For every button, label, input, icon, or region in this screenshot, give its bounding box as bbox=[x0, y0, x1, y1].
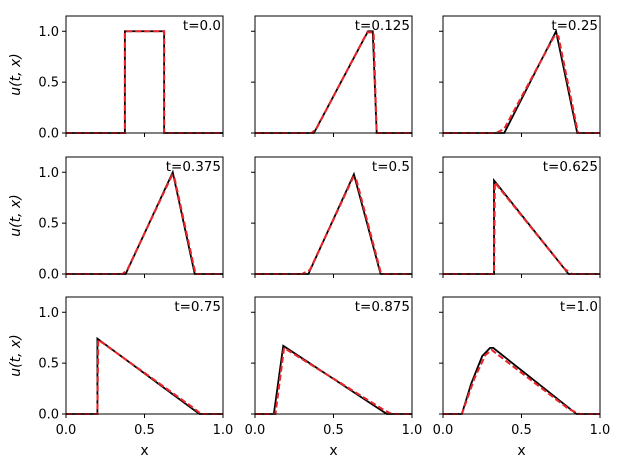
x-tick-label: 0.5 bbox=[134, 423, 155, 438]
time-label: t=1.0 bbox=[560, 299, 598, 315]
x-tick-label: 0.0 bbox=[56, 423, 77, 438]
exact-solution-line bbox=[255, 344, 412, 415]
subplot-2: t=0.125 bbox=[251, 15, 413, 137]
x-tick-label: 0.0 bbox=[433, 423, 454, 438]
subplot-4: 0.0 0.5 1.0 t=0.375 u(t, x) bbox=[8, 156, 224, 283]
approx-solution-line bbox=[255, 31, 412, 135]
subplot-7: 0.0 0.5 1.0 0.0 0.5 1.0 t=0.75 x u(t, x) bbox=[8, 296, 234, 459]
approx-solution-line bbox=[66, 30, 223, 135]
y-axis-label: u(t, x) bbox=[8, 334, 24, 376]
y-tick-label: 0.0 bbox=[38, 268, 59, 283]
x-tick-label: 1.0 bbox=[402, 423, 423, 438]
y-axis-label: u(t, x) bbox=[8, 53, 24, 95]
time-label: t=0.625 bbox=[543, 159, 598, 175]
x-axis-label: x bbox=[517, 443, 525, 459]
subplot-1: 0.0 0.5 1.0 t=0.0 u(t, x) bbox=[8, 15, 224, 142]
exact-solution-line bbox=[255, 171, 412, 275]
x-tick-label: 0.0 bbox=[245, 423, 266, 438]
approx-solution-line bbox=[66, 337, 223, 416]
exact-solution-line bbox=[66, 30, 223, 134]
subplot-9: 0.0 0.5 1.0 t=1.0 x bbox=[433, 296, 611, 459]
approx-solution-line bbox=[443, 348, 600, 416]
y-tick-label: 1.0 bbox=[38, 166, 59, 181]
exact-solution-line bbox=[443, 346, 600, 415]
exact-solution-line bbox=[66, 169, 223, 275]
approx-solution-line bbox=[66, 173, 223, 276]
time-label: t=0.75 bbox=[174, 299, 221, 315]
time-label: t=0.5 bbox=[372, 159, 410, 175]
time-label: t=0.375 bbox=[166, 159, 221, 175]
time-label: t=0.875 bbox=[355, 299, 410, 315]
x-tick-label: 1.0 bbox=[213, 423, 234, 438]
subplot-3: t=0.25 bbox=[439, 15, 601, 137]
x-axis-label: x bbox=[140, 443, 148, 459]
x-tick-label: 1.0 bbox=[590, 423, 611, 438]
time-label: t=0.125 bbox=[355, 18, 410, 34]
y-tick-label: 0.5 bbox=[38, 357, 59, 372]
exact-solution-line bbox=[255, 30, 412, 134]
subplot-8: 0.0 0.5 1.0 t=0.875 x bbox=[245, 296, 423, 459]
exact-solution-line bbox=[443, 28, 600, 134]
y-tick-label: 1.0 bbox=[38, 25, 59, 40]
subplot-6: t=0.625 bbox=[439, 156, 601, 278]
approx-solution-line bbox=[443, 32, 600, 135]
approx-solution-line bbox=[443, 179, 600, 276]
x-tick-label: 0.5 bbox=[323, 423, 344, 438]
y-tick-label: 0.0 bbox=[38, 408, 59, 423]
exact-solution-line bbox=[66, 336, 223, 415]
subplot-5: t=0.5 bbox=[251, 156, 413, 278]
y-tick-label: 0.0 bbox=[38, 127, 59, 142]
y-tick-label: 0.5 bbox=[38, 76, 59, 91]
y-axis-label: u(t, x) bbox=[8, 194, 24, 236]
time-label: t=0.0 bbox=[183, 18, 221, 34]
exact-solution-line bbox=[443, 177, 600, 275]
time-label: t=0.25 bbox=[551, 18, 598, 34]
y-tick-label: 1.0 bbox=[38, 306, 59, 321]
x-axis-label: x bbox=[329, 443, 337, 459]
x-tick-label: 0.5 bbox=[511, 423, 532, 438]
y-tick-label: 0.5 bbox=[38, 217, 59, 232]
approx-solution-line bbox=[255, 175, 412, 276]
